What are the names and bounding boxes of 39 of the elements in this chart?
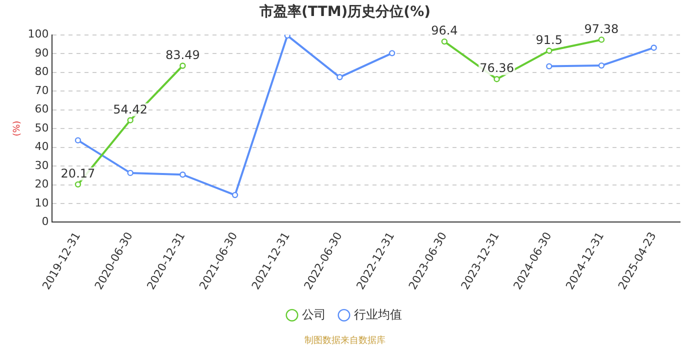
- legend-label: 行业均值: [354, 307, 402, 322]
- data-label: 54.42: [113, 102, 148, 116]
- point: [180, 172, 186, 178]
- y-axis-title: (%): [12, 120, 23, 136]
- legend-label: 公司: [302, 307, 326, 322]
- y-tick-label: 90: [34, 46, 49, 60]
- y-tick-label: 70: [34, 84, 49, 97]
- data-label: 20.17: [60, 166, 96, 181]
- data-label: 97.38: [584, 22, 619, 36]
- y-tick-label: 0: [42, 215, 49, 228]
- point: [494, 76, 500, 82]
- point: [127, 170, 134, 176]
- point: [598, 36, 605, 43]
- point: [127, 117, 134, 124]
- text: 制图数据来自数据库: [304, 334, 386, 346]
- point: [74, 137, 82, 144]
- chart-title: 市盈率(TTM)历史分位(%): [258, 3, 430, 20]
- point: [546, 63, 552, 70]
- y-tick-label: 10: [34, 196, 49, 210]
- point: [388, 50, 396, 56]
- data-label: 76.36: [480, 61, 514, 76]
- y-tick-label: 20: [34, 178, 49, 191]
- data-label: 83.49: [165, 48, 200, 62]
- point: [441, 38, 448, 45]
- point: [232, 192, 238, 198]
- y-tick-label: 40: [34, 140, 49, 154]
- y-tick-label: 50: [34, 121, 49, 134]
- point: [598, 62, 605, 69]
- y-tick-label: 60: [34, 102, 49, 116]
- y-tick-label: 100: [28, 28, 49, 41]
- point: [546, 48, 552, 54]
- y-tick-label: 80: [34, 65, 49, 78]
- data-label: 91.5: [536, 32, 562, 47]
- data-label: 96.4: [431, 24, 458, 38]
- point: [180, 62, 186, 69]
- point: [74, 181, 82, 188]
- y-tick-label: 30: [34, 158, 49, 172]
- point: [650, 44, 657, 51]
- point: [336, 74, 343, 80]
